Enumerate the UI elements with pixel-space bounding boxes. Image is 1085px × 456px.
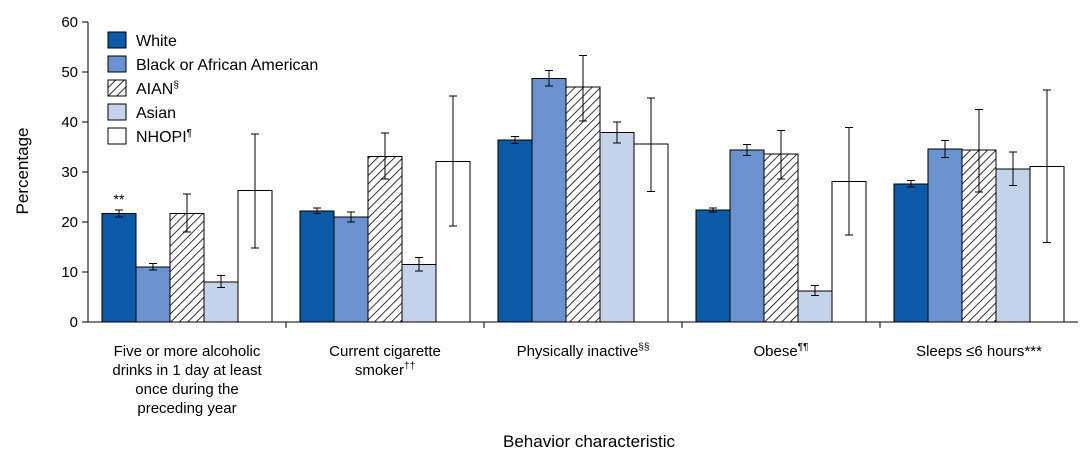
bar <box>565 86 601 323</box>
plot-area: 0 10 20 30 40 50 60 Five or more alcoholic drink… <box>61 14 1078 417</box>
bar <box>763 153 799 323</box>
bar <box>995 168 1031 323</box>
category-label-footnote: ¶¶ <box>798 342 809 353</box>
bar <box>927 148 963 323</box>
category-label: Five or more alcoholic drinks in 1 day at… <box>112 343 262 417</box>
category-label-line: drinks in 1 day at least <box>112 362 262 379</box>
bar <box>497 139 533 323</box>
category-label-line: Physically inactive <box>517 343 639 360</box>
y-tick-label: 30 <box>61 164 78 181</box>
category-label-line: Current cigarette <box>329 343 441 360</box>
category-label-line: Five or more alcoholic <box>114 343 261 360</box>
legend-swatch <box>107 103 127 121</box>
category-label-line: once during the <box>135 381 238 398</box>
legend-label-text: Black or African American <box>136 57 318 74</box>
legend-label: White <box>136 33 177 50</box>
legend-label-footnote: § <box>173 80 179 91</box>
legend-swatch <box>107 127 127 145</box>
y-tick-label: 60 <box>61 14 78 31</box>
bar <box>299 210 335 323</box>
significance-annotation: ** <box>114 191 125 207</box>
bar <box>401 264 437 323</box>
legend-label: NHOPI¶ <box>136 128 192 146</box>
x-axis-title: Behavior characteristic <box>503 432 675 451</box>
y-tick-label: 20 <box>61 214 78 231</box>
legend-label-text: Asian <box>136 105 176 122</box>
y-tick-label: 50 <box>61 64 78 81</box>
bar <box>101 213 137 323</box>
category-label: Obese¶¶ <box>754 342 809 360</box>
category-label: Current cigarette smoker†† <box>329 343 441 379</box>
legend-label: AIAN§ <box>136 80 179 98</box>
bar <box>367 156 403 323</box>
legend-swatch <box>107 79 127 97</box>
bar <box>729 149 765 323</box>
bar <box>599 132 635 323</box>
y-tick-label: 10 <box>61 264 78 281</box>
legend-label-footnote: ¶ <box>187 128 192 139</box>
category-label: Physically inactive§§ <box>517 342 650 360</box>
bar <box>135 266 171 323</box>
category-label-line: Obese <box>754 343 798 360</box>
bar <box>695 209 731 323</box>
category-label-line: preceding year <box>137 400 236 417</box>
legend: White Black or African American AIAN§ Asian… <box>107 31 318 146</box>
bar <box>893 183 929 323</box>
category-label-line: smoker <box>355 362 404 379</box>
legend-label: Black or African American <box>136 57 318 74</box>
category-label-footnote: §§ <box>638 342 649 353</box>
legend-label-text: AIAN <box>136 81 173 98</box>
legend-label: Asian <box>136 105 176 122</box>
category-label-line: Sleeps ≤6 hours*** <box>916 343 1042 360</box>
legend-label-text: NHOPI <box>136 129 187 146</box>
legend-swatch <box>107 55 127 73</box>
legend-label-text: White <box>136 33 177 50</box>
bar <box>531 78 567 323</box>
y-tick-label: 40 <box>61 114 78 131</box>
bar <box>333 216 369 323</box>
y-axis-title: Percentage <box>13 128 32 215</box>
category-label-footnote: †† <box>404 361 415 372</box>
category-label: Sleeps ≤6 hours*** <box>916 343 1042 360</box>
y-tick-label: 0 <box>70 314 78 331</box>
legend-swatch <box>107 31 127 49</box>
